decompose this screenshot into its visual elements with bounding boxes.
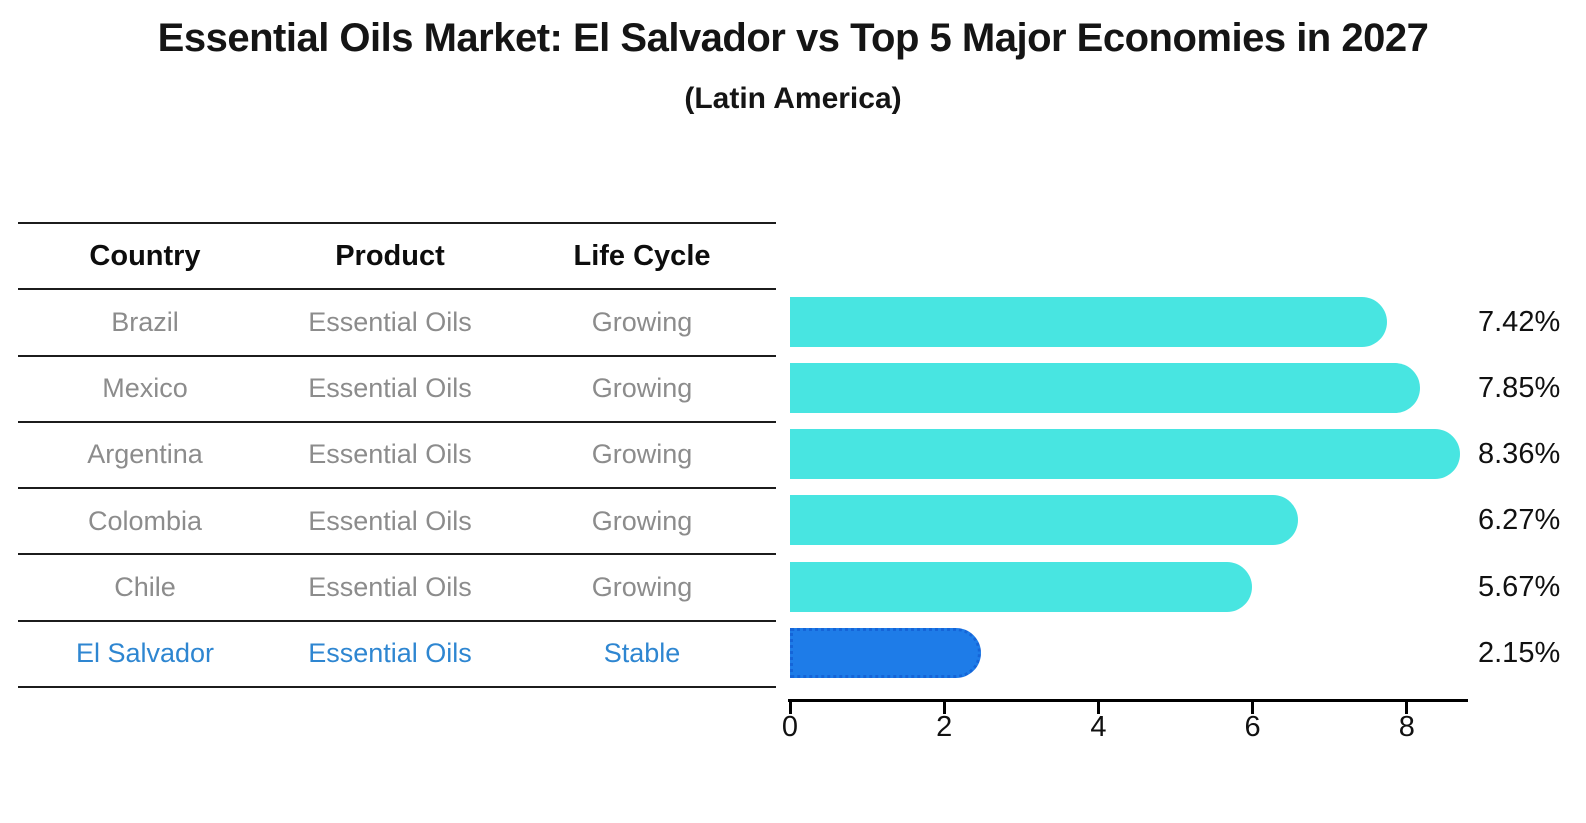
country-cell: Colombia bbox=[87, 505, 203, 536]
bar-mexico bbox=[790, 362, 1421, 413]
lifecycle-cell: Growing bbox=[591, 373, 693, 404]
value-label-colombia: 6.27% bbox=[1478, 504, 1561, 537]
lifecycle-cell: Stable bbox=[603, 638, 681, 669]
product-cell: Essential Oils bbox=[308, 572, 472, 603]
column-header-product: Product bbox=[335, 239, 445, 272]
chart-title: Essential Oils Market: El Salvador vs To… bbox=[157, 16, 1429, 60]
data-table: Country Product Life Cycle Brazil Essent… bbox=[18, 222, 776, 688]
column-header-lifecycle: Life Cycle bbox=[573, 239, 711, 272]
lifecycle-cell: Growing bbox=[591, 505, 693, 536]
x-axis-line bbox=[788, 699, 1468, 702]
x-axis-tick bbox=[788, 702, 792, 714]
table-row-chile: Chile Essential Oils Growing bbox=[18, 553, 776, 619]
bar-colombia bbox=[790, 495, 1299, 546]
x-axis-tick-label: 4 bbox=[1090, 711, 1107, 743]
table-row-brazil: Brazil Essential Oils Growing bbox=[18, 288, 776, 354]
bar-brazil bbox=[790, 296, 1388, 347]
x-axis-tick-label: 6 bbox=[1244, 711, 1261, 743]
value-label-el-salvador: 2.15% bbox=[1478, 637, 1561, 669]
product-cell: Essential Oils bbox=[308, 373, 472, 404]
country-cell: Chile bbox=[114, 572, 176, 603]
x-axis-tick bbox=[1096, 702, 1100, 714]
value-label-brazil: 7.42% bbox=[1478, 305, 1561, 338]
bar-chile bbox=[790, 561, 1253, 612]
x-axis-tick-label: 2 bbox=[936, 711, 953, 743]
x-axis-tick bbox=[1405, 702, 1409, 714]
lifecycle-cell: Growing bbox=[591, 572, 693, 603]
x-axis-tick-label: 8 bbox=[1398, 711, 1415, 743]
value-label-chile: 5.67% bbox=[1478, 570, 1561, 603]
product-cell: Essential Oils bbox=[308, 505, 472, 536]
product-cell: Essential Oils bbox=[308, 439, 472, 470]
table-row-mexico: Mexico Essential Oils Growing bbox=[18, 354, 776, 421]
country-cell: Brazil bbox=[111, 306, 179, 337]
value-label-mexico: 7.85% bbox=[1478, 371, 1561, 404]
country-cell: El Salvador bbox=[75, 638, 215, 669]
table-row-colombia: Colombia Essential Oils Growing bbox=[18, 487, 776, 553]
bar-argentina bbox=[790, 429, 1460, 480]
lifecycle-cell: Growing bbox=[591, 306, 693, 337]
x-axis-tick bbox=[1251, 702, 1255, 714]
product-cell: Essential Oils bbox=[308, 638, 472, 669]
x-axis-tick-label: 0 bbox=[781, 711, 799, 743]
table-header-row: Country Product Life Cycle bbox=[18, 222, 776, 288]
column-header-country: Country bbox=[89, 239, 201, 272]
bar-el-salvador bbox=[790, 628, 981, 678]
table-row-el-salvador: El Salvador Essential Oils Stable bbox=[18, 619, 776, 686]
table-row-argentina: Argentina Essential Oils Growing bbox=[18, 420, 776, 487]
value-label-argentina: 8.36% bbox=[1478, 438, 1561, 471]
country-cell: Argentina bbox=[87, 439, 203, 470]
country-cell: Mexico bbox=[102, 373, 188, 404]
chart-subtitle: (Latin America) bbox=[684, 82, 902, 115]
x-axis-tick bbox=[942, 702, 946, 714]
product-cell: Essential Oils bbox=[308, 306, 472, 337]
lifecycle-cell: Growing bbox=[591, 439, 693, 470]
